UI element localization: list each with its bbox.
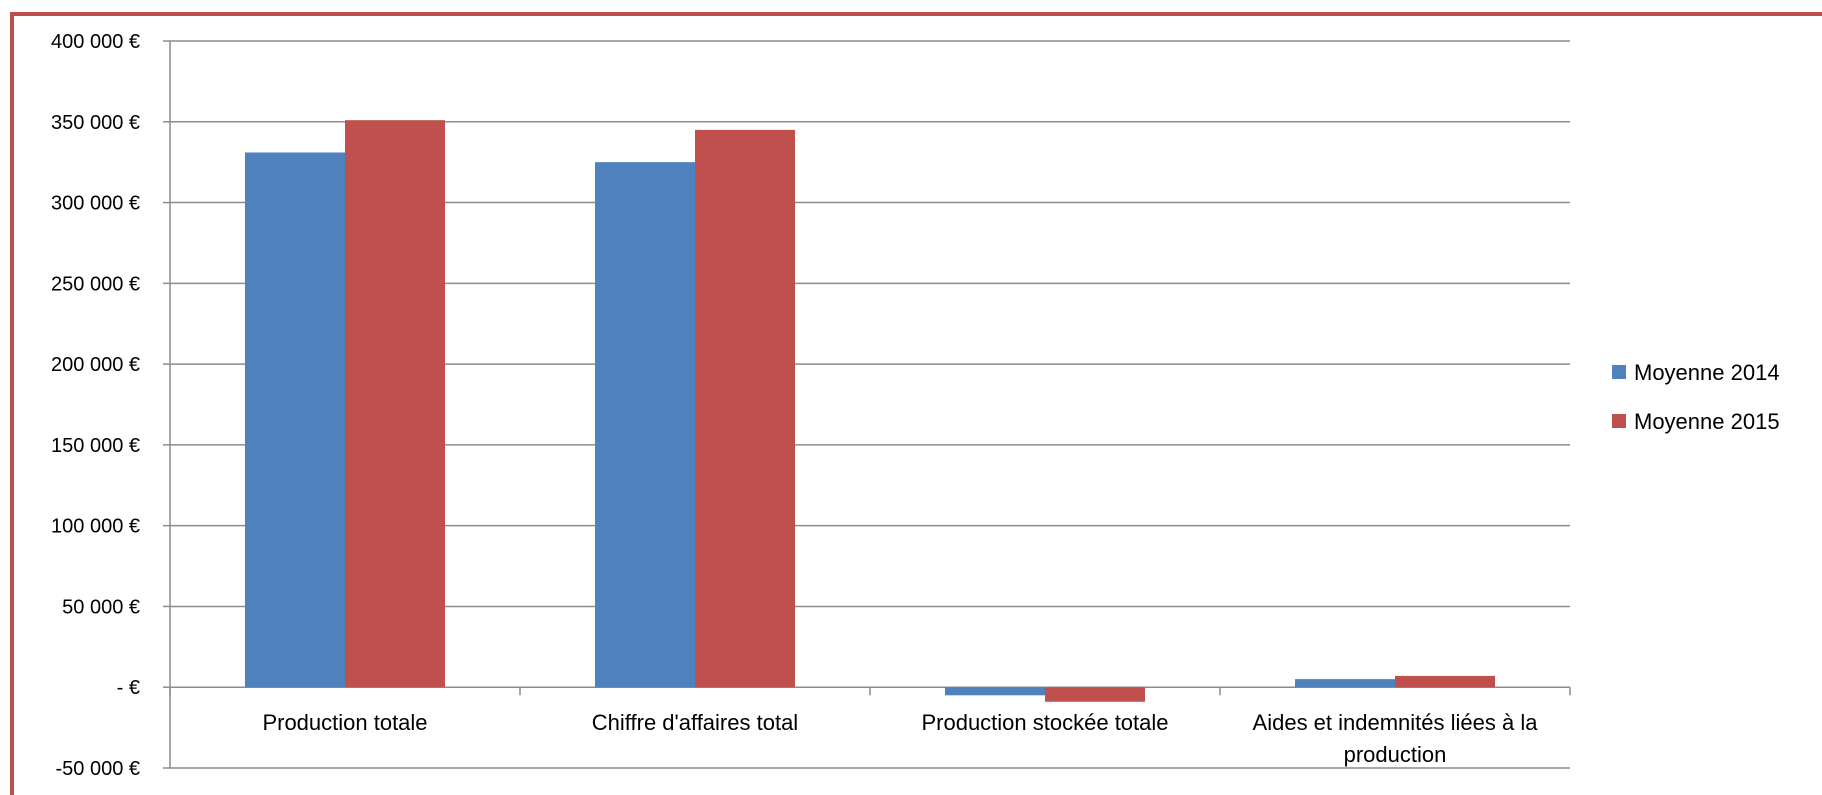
- chart-frame: [10, 12, 1822, 795]
- legend-label: Moyenne 2014: [1634, 360, 1780, 385]
- y-tick-label: 250 000 €: [51, 273, 140, 295]
- legend-swatch: [1612, 365, 1626, 379]
- y-tick-label: 100 000 €: [51, 516, 140, 538]
- legend-swatch: [1612, 414, 1626, 428]
- bar: [245, 152, 345, 688]
- bar: [945, 687, 1045, 696]
- category-label: Aides et indemnités liées à la production: [1253, 710, 1539, 767]
- legend-label: Moyenne 2015: [1634, 409, 1780, 434]
- y-tick-label: - €: [117, 677, 140, 699]
- bar: [1395, 675, 1495, 688]
- y-tick-label: 50 000 €: [62, 596, 140, 618]
- bar: [595, 162, 695, 688]
- y-tick-label: -50 000 €: [55, 758, 140, 780]
- category-label: Production stockée totale: [921, 710, 1168, 735]
- bar: [1295, 679, 1395, 688]
- category-label: Chiffre d'affaires total: [592, 710, 798, 735]
- bar: [1045, 687, 1145, 702]
- bar: [345, 120, 445, 688]
- category-label: Production totale: [262, 710, 427, 735]
- y-tick-label: 300 000 €: [51, 193, 140, 215]
- y-tick-label: 400 000 €: [51, 31, 140, 53]
- y-tick-label: 200 000 €: [51, 354, 140, 376]
- y-tick-label: 350 000 €: [51, 112, 140, 134]
- bar: [695, 129, 795, 688]
- y-tick-label: 150 000 €: [51, 435, 140, 457]
